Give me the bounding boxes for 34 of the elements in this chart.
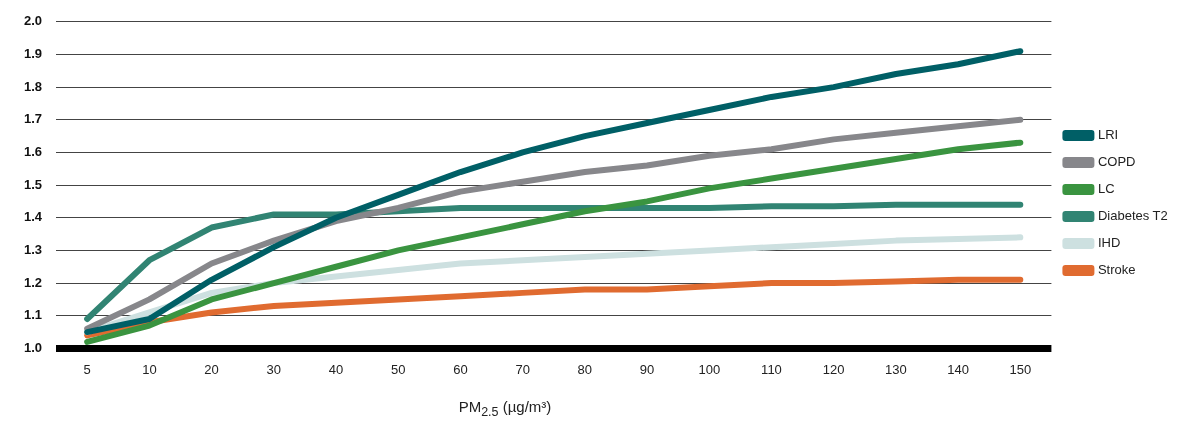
x-tick-label: 100: [698, 361, 721, 377]
y-tick-label: 1.9: [23, 46, 43, 62]
x-tick-label: 40: [328, 361, 344, 377]
x-tick-label: 90: [639, 361, 655, 377]
legend-label: LRI: [1097, 127, 1119, 143]
x-axis-title: PM$_{2.5}$ (µg/m³): [457, 398, 553, 419]
x-tick-label: 60: [453, 361, 468, 377]
x-tick-label: 120: [822, 361, 845, 377]
y-tick-label: 1.6: [23, 144, 43, 160]
y-tick-label: 1.8: [23, 78, 43, 94]
x-tick-label: 5: [83, 361, 91, 377]
x-tick-label: 140: [947, 361, 969, 377]
x-tick-label: 50: [390, 361, 406, 377]
x-tick-label: 130: [885, 361, 907, 377]
y-tick-label: 1.7: [23, 111, 43, 127]
y-tick-label: 2.0: [23, 13, 43, 29]
x-tick-label: 150: [1009, 361, 1032, 377]
x-tick-label: 80: [577, 361, 593, 377]
y-tick-label: 1.1: [23, 307, 43, 323]
legend-label: LC: [1097, 181, 1115, 197]
x-tick-label: 10: [142, 361, 157, 377]
legend-label: Stroke: [1097, 262, 1136, 278]
y-tick-label: 1.2: [23, 274, 43, 290]
x-tick-label: 110: [761, 361, 782, 377]
legend-label: Diabetes T2: [1097, 208, 1168, 224]
y-tick-label: 1.0: [23, 339, 43, 355]
x-tick-label: 20: [204, 361, 219, 377]
y-tick-label: 1.3: [23, 242, 43, 257]
y-tick-label: 1.5: [23, 176, 43, 192]
x-tick-label: 70: [515, 361, 530, 377]
y-tick-label: 1.4: [23, 209, 43, 225]
x-tick-label: 30: [266, 361, 282, 377]
legend-label: IHD: [1097, 235, 1121, 251]
legend-label: COPD: [1097, 154, 1136, 170]
